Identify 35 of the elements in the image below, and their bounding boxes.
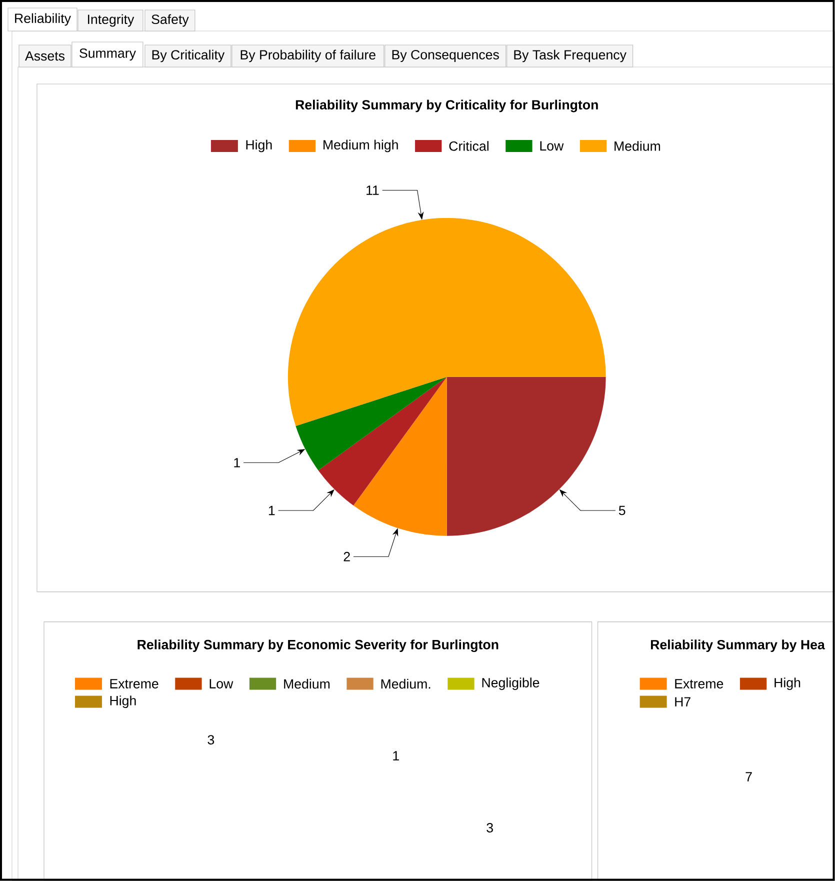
category-label: Low [210,679,234,688]
legend-label: Low [540,141,564,151]
category-label: Extreme [110,679,158,688]
text: By Consequences [392,50,499,62]
text: By Criticality [152,50,225,62]
category-label: H7 [675,697,690,706]
category-label: High [774,678,800,690]
legend-label: High [246,140,272,152]
category-label: Extreme [675,679,724,688]
text: 7 [746,772,752,782]
legend-label: Medium [614,141,660,151]
legend-label: Critical [449,141,488,151]
category-label: Medium. [381,678,430,689]
text: Summary [80,48,136,61]
text: Reliability [15,13,71,26]
data-label: 1 [268,506,275,516]
data-label: 11 [366,186,379,195]
text: 3 [486,823,493,832]
text: 3 [208,735,214,744]
data-label: 5 [618,506,626,516]
text: Integrity [88,14,134,27]
chart-title: Reliability Summary by Criticality for Burlington [296,100,598,112]
category-label: High [110,696,136,708]
data-label: 2 [344,552,350,562]
text: Safety [152,14,189,27]
text: 1 [393,751,399,760]
legend-label: Medium high [324,140,398,152]
text: By Task Frequency [514,50,626,62]
category-label: Negligible [482,678,540,690]
category-label: Medium [284,678,330,689]
data-label: 1 [234,458,240,468]
text: By Probability of failure [240,50,376,62]
text: Reliability Summary by Economic Severity for Burlington [138,640,498,652]
text: Reliability Summary by Hea [650,640,825,652]
text: Assets [25,51,65,61]
